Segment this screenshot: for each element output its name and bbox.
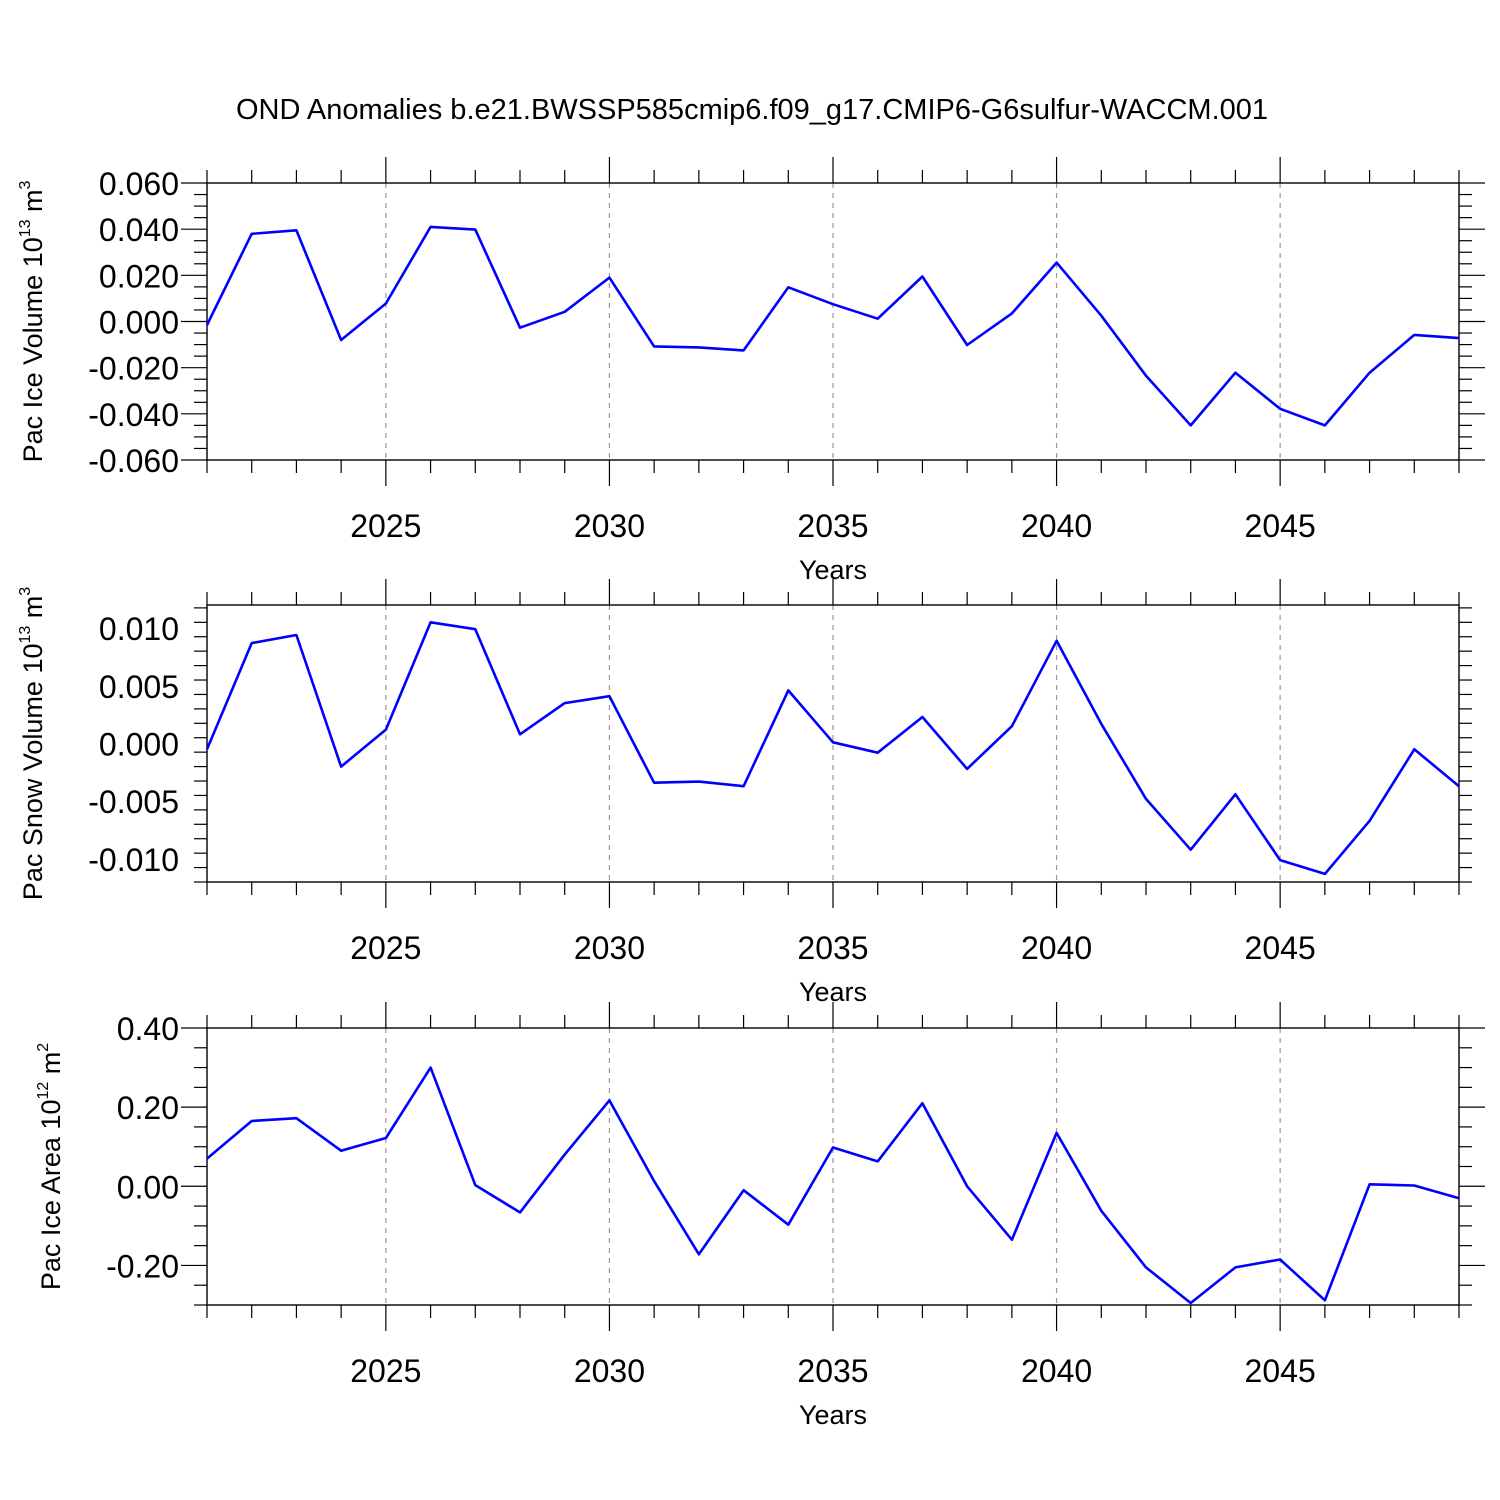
y-tick-label: 0.000	[99, 305, 179, 341]
y-tick-label: -0.040	[88, 397, 179, 433]
y-tick-label: 0.010	[99, 611, 179, 647]
y-axis-title-part: m	[18, 189, 48, 219]
y-axis-title: Pac Snow Volume 1013 m3	[17, 587, 48, 900]
y-axis-title-part: Pac Ice Volume 10	[18, 237, 48, 462]
x-axis-title: Years	[799, 1400, 867, 1430]
y-axis-title: Pac Ice Area 1012 m2	[35, 1043, 66, 1290]
x-tick-label: 2035	[797, 1353, 868, 1389]
x-tick-label: 2030	[574, 930, 645, 966]
y-axis-title-part: Pac Ice Area 10	[36, 1100, 66, 1291]
x-tick-label: 2025	[350, 1353, 421, 1389]
y-tick-label: 0.060	[99, 166, 179, 202]
y-axis-title-superscript: 3	[17, 587, 34, 596]
y-tick-label: 0.00	[117, 1169, 179, 1205]
series-line	[205, 225, 1460, 427]
x-tick-label: 2030	[574, 508, 645, 544]
x-tick-label: 2045	[1245, 1353, 1316, 1389]
y-tick-label: 0.000	[99, 727, 179, 763]
x-tick-label: 2040	[1021, 930, 1092, 966]
y-axis-title-superscript: 12	[35, 1082, 52, 1100]
panel-ice-area: 0.40 0.20 0.00 -0.20 2025 2030 2035 2040 2045 Yea…	[35, 1002, 1485, 1430]
y-tick-label: -0.060	[88, 443, 179, 479]
y-tick-label: 0.040	[99, 212, 179, 248]
y-axis-title-part: m	[18, 596, 48, 626]
panel-snow-volume: 0.010 0.005 0.000 -0.005 -0.010 2025 2030 2035 2…	[17, 579, 1472, 1007]
y-axis-title: Pac Ice Volume 1013 m3	[17, 180, 48, 462]
x-tick-label: 2040	[1021, 1353, 1092, 1389]
y-tick-label: -0.020	[88, 351, 179, 387]
x-tick-label: 2040	[1021, 508, 1092, 544]
y-tick-label: -0.20	[106, 1248, 179, 1284]
y-axis-title-superscript: 13	[17, 219, 34, 237]
y-tick-label: -0.010	[88, 842, 179, 878]
y-tick-label: 0.005	[99, 669, 179, 705]
series-line	[205, 620, 1460, 876]
x-tick-label: 2045	[1245, 930, 1316, 966]
x-tick-label: 2045	[1245, 508, 1316, 544]
y-tick-label: -0.005	[88, 784, 179, 820]
x-tick-label: 2035	[797, 508, 868, 544]
x-tick-label: 2030	[574, 1353, 645, 1389]
panel-ice-volume: 0.060 0.040 0.020 0.000 -0.020 -0.040 -0.060 20…	[17, 157, 1485, 585]
x-tick-label: 2035	[797, 930, 868, 966]
y-axis-title-superscript: 2	[35, 1043, 52, 1052]
y-axis-title-superscript: 3	[17, 180, 34, 189]
y-axis-title-part: Pac Snow Volume 10	[18, 644, 48, 901]
x-tick-label: 2025	[350, 930, 421, 966]
y-axis-title-superscript: 13	[17, 626, 34, 644]
x-tick-label: 2025	[350, 508, 421, 544]
y-tick-label: 0.020	[99, 258, 179, 294]
y-axis-title-part: m	[36, 1052, 66, 1082]
y-tick-label: 0.20	[117, 1090, 179, 1126]
figure-title: OND Anomalies b.e21.BWSSP585cmip6.f09_g1…	[236, 94, 1268, 126]
y-tick-label: 0.40	[117, 1011, 179, 1047]
